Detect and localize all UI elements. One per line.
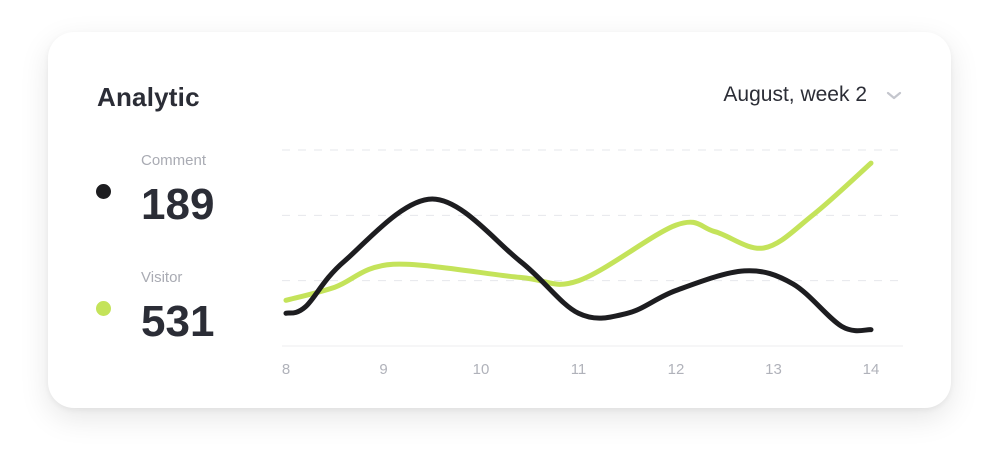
stat-value: 189 — [141, 180, 215, 229]
comment-legend-dot — [96, 184, 111, 199]
x-tick-label: 12 — [668, 361, 685, 378]
line-chart: 8 9 10 11 12 13 14 — [282, 149, 903, 378]
visitor-series-line — [283, 160, 874, 303]
stat-value: 531 — [141, 297, 215, 346]
analytic-card: Analytic August, week 2 Comment 189 Visi… — [48, 32, 951, 408]
x-tick-label: 14 — [863, 361, 880, 378]
x-tick-label: 10 — [473, 361, 490, 378]
card-title: Analytic — [97, 82, 200, 112]
x-tick-label: 11 — [571, 361, 587, 378]
x-tick-label: 13 — [765, 361, 782, 378]
stat-label: Visitor — [141, 269, 183, 286]
chevron-down-icon — [886, 91, 902, 100]
comment-series-line — [283, 196, 874, 334]
stat-label: Comment — [141, 152, 207, 169]
x-tick-label: 8 — [282, 361, 290, 378]
period-label: August, week 2 — [723, 83, 867, 106]
x-tick-label: 9 — [379, 361, 387, 378]
period-dropdown[interactable]: August, week 2 — [723, 83, 903, 107]
visitor-legend-dot — [96, 301, 111, 316]
